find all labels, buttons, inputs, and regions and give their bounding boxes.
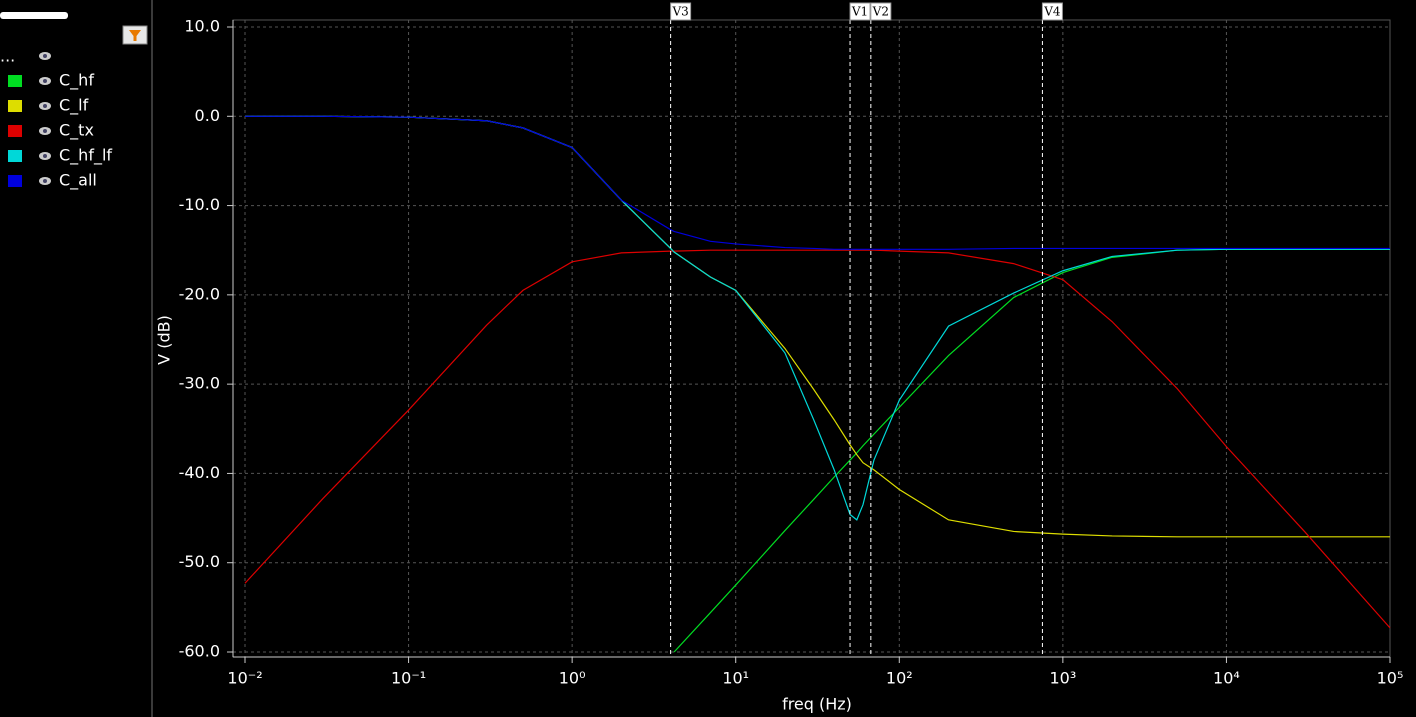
y-tick-label: -10.0 — [179, 195, 220, 214]
x-tick-label: 10⁻¹ — [391, 669, 426, 688]
pupil — [43, 129, 47, 133]
scroll-slider[interactable] — [0, 12, 68, 19]
legend-swatch — [8, 150, 22, 162]
y-tick-label: -40.0 — [179, 463, 220, 482]
series-line — [244, 249, 1391, 629]
cursor-text: V2 — [872, 5, 889, 19]
legend-label: C_all — [59, 171, 97, 191]
y-axis-title: V (dB) — [155, 315, 174, 365]
x-tick-label: 10⁴ — [1213, 669, 1240, 688]
visibility-icon[interactable] — [39, 52, 51, 60]
legend-label: C_hf — [59, 71, 94, 91]
y-tick-label: 0.0 — [195, 106, 220, 125]
x-tick-label: 10⁻² — [227, 669, 262, 688]
visibility-icon[interactable] — [39, 102, 51, 110]
legend-swatch — [8, 75, 22, 87]
pupil — [43, 79, 47, 83]
cursor-label[interactable]: V1 — [849, 2, 871, 21]
cursor-box — [1041, 2, 1063, 21]
pupil — [43, 179, 47, 183]
cursor-text: V3 — [671, 5, 688, 19]
pupil — [43, 104, 47, 108]
x-tick-label: 10³ — [1049, 669, 1076, 688]
x-tick-label: 10⁰ — [559, 669, 586, 688]
visibility-icon[interactable] — [39, 152, 51, 160]
cursor-box — [849, 2, 871, 21]
cursor-text: V4 — [1043, 5, 1061, 19]
x-axis-title: freq (Hz) — [782, 695, 852, 714]
cursor-label[interactable]: V2 — [870, 2, 892, 21]
y-tick-label: -20.0 — [179, 284, 220, 303]
pupil — [43, 154, 47, 158]
legend-label: C_hf_lf — [59, 146, 112, 166]
legend-label: C_tx — [59, 121, 94, 141]
x-tick-label: 10² — [886, 669, 913, 688]
visibility-icon[interactable] — [39, 127, 51, 135]
y-tick-label: 10.0 — [184, 17, 220, 36]
legend-swatch — [8, 125, 22, 137]
visibility-icon[interactable] — [39, 77, 51, 85]
cursor-text: V1 — [851, 5, 868, 19]
cursor-box — [870, 2, 892, 21]
y-tick-label: -60.0 — [179, 642, 220, 661]
legend-swatch — [8, 175, 22, 187]
y-tick-label: -50.0 — [179, 552, 220, 571]
legend-header: ... — [0, 47, 15, 66]
cursor-label[interactable]: V3 — [670, 2, 692, 21]
y-tick-label: -30.0 — [179, 374, 220, 393]
filter-button[interactable] — [122, 25, 148, 45]
cursor-label[interactable]: V4 — [1041, 2, 1063, 21]
cursor-box — [670, 2, 692, 21]
panel-divider — [151, 0, 153, 717]
x-tick-label: 10⁵ — [1377, 669, 1404, 688]
legend-swatch — [8, 100, 22, 112]
series-line — [245, 115, 1390, 250]
x-tick-label: 10¹ — [722, 669, 749, 688]
legend-label: C_lf — [59, 96, 89, 116]
visibility-icon[interactable] — [39, 177, 51, 185]
